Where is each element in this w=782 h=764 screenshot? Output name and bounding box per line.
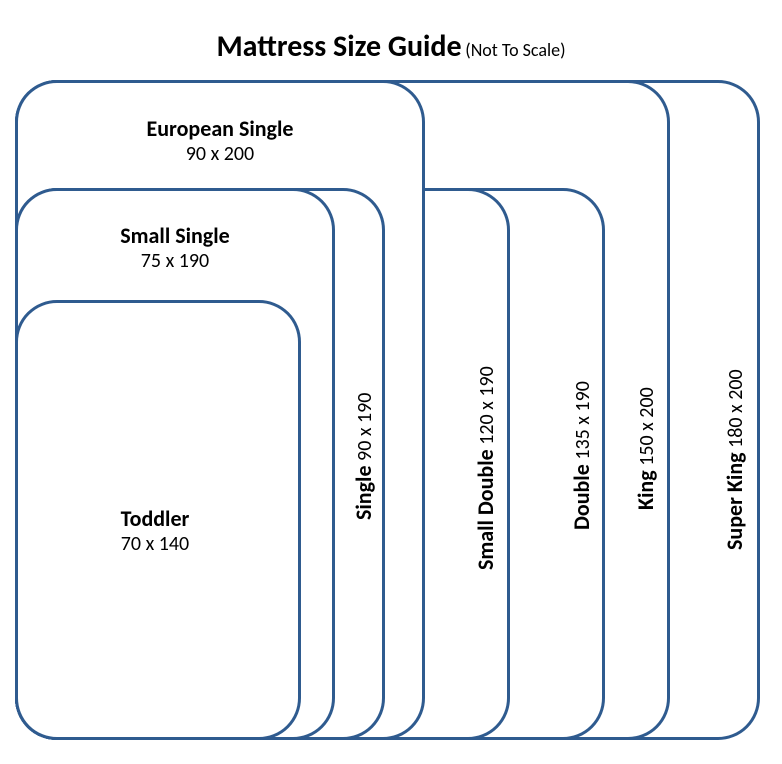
title-sub: (Not To Scale) [465,39,565,61]
label-name: Small Single [25,222,325,249]
title-main: Mattress Size Guide [216,28,461,65]
label-name: King [632,470,659,510]
label-name: Single [350,465,377,520]
label-dim: 70 x 140 [5,532,305,556]
label-european-single: European Single90 x 200 [70,115,370,166]
label-dim: 90 x 190 [353,393,377,466]
label-small-double: Small Double 120 x 190 [472,366,499,570]
label-dim: 180 x 200 [724,369,748,452]
label-dim: 90 x 200 [70,142,370,166]
label-name: Double [568,464,595,530]
label-dim: 120 x 190 [475,366,499,449]
label-name: European Single [70,115,370,142]
label-king: King 150 x 200 [632,387,659,510]
label-small-single: Small Single75 x 190 [25,222,325,273]
label-name: Super King [721,452,748,550]
label-single: Single 90 x 190 [350,393,377,520]
label-name: Toddler [5,505,305,532]
label-toddler: Toddler70 x 140 [5,505,305,556]
label-name: Small Double [472,449,499,570]
label-super-king: Super King 180 x 200 [721,369,748,550]
label-dim: 135 x 190 [571,381,595,464]
title: Mattress Size Guide (Not To Scale) [0,28,782,65]
label-dim: 150 x 200 [635,387,659,470]
label-dim: 75 x 190 [25,249,325,273]
label-double: Double 135 x 190 [568,381,595,530]
